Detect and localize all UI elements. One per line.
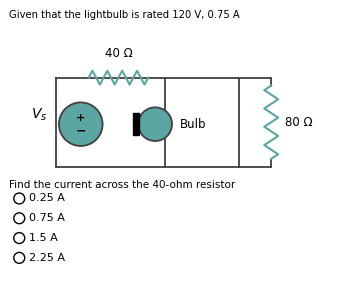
Circle shape <box>138 107 172 141</box>
Text: 0.75 A: 0.75 A <box>29 213 65 223</box>
Text: 2.25 A: 2.25 A <box>29 253 65 263</box>
Text: 0.25 A: 0.25 A <box>29 193 65 203</box>
Circle shape <box>14 193 25 204</box>
Text: +: + <box>76 113 85 123</box>
Text: $V_s$: $V_s$ <box>31 107 47 123</box>
Text: 1.5 A: 1.5 A <box>29 233 58 243</box>
Text: 80 Ω: 80 Ω <box>285 116 313 129</box>
Text: −: − <box>76 125 86 138</box>
Circle shape <box>14 213 25 224</box>
Text: Given that the lightbulb is rated 120 V, 0.75 A: Given that the lightbulb is rated 120 V,… <box>9 10 240 20</box>
Circle shape <box>59 102 103 146</box>
Text: 40 Ω: 40 Ω <box>105 47 132 60</box>
Circle shape <box>14 233 25 244</box>
Text: Find the current across the 40-ohm resistor: Find the current across the 40-ohm resis… <box>9 180 236 190</box>
Circle shape <box>14 253 25 263</box>
Text: Bulb: Bulb <box>180 118 206 131</box>
Bar <box>133 113 139 135</box>
